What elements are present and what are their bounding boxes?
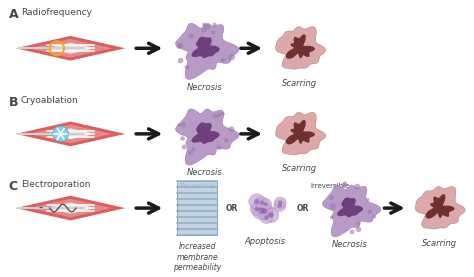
- Text: Increased
membrane
permeability: Increased membrane permeability: [173, 242, 221, 272]
- Circle shape: [258, 207, 265, 214]
- Text: Scarring: Scarring: [422, 238, 457, 248]
- Text: –: –: [38, 204, 43, 212]
- Circle shape: [343, 181, 347, 185]
- Circle shape: [268, 212, 273, 218]
- Circle shape: [216, 113, 221, 117]
- Circle shape: [355, 184, 360, 189]
- Polygon shape: [275, 112, 326, 155]
- Polygon shape: [286, 34, 315, 59]
- Circle shape: [255, 207, 259, 211]
- Circle shape: [263, 207, 279, 223]
- Polygon shape: [16, 122, 125, 146]
- Text: A: A: [9, 8, 18, 21]
- Circle shape: [373, 215, 376, 218]
- Text: Radiofrequency: Radiofrequency: [21, 8, 91, 17]
- Circle shape: [329, 203, 337, 209]
- Circle shape: [182, 145, 187, 150]
- Polygon shape: [275, 27, 326, 69]
- Circle shape: [220, 58, 225, 62]
- Text: Necrosis: Necrosis: [187, 83, 223, 91]
- Polygon shape: [191, 122, 219, 144]
- Text: Apoptosis: Apoptosis: [245, 237, 285, 246]
- Polygon shape: [16, 36, 125, 61]
- Circle shape: [256, 197, 268, 209]
- Polygon shape: [16, 196, 125, 220]
- Circle shape: [365, 198, 369, 202]
- Polygon shape: [286, 120, 315, 144]
- Circle shape: [341, 183, 346, 188]
- Circle shape: [184, 65, 189, 70]
- Circle shape: [249, 194, 265, 209]
- Circle shape: [228, 126, 234, 132]
- Text: Cryoablation: Cryoablation: [21, 96, 78, 105]
- Circle shape: [273, 200, 286, 211]
- Circle shape: [181, 122, 186, 127]
- Polygon shape: [175, 109, 239, 165]
- Text: OR: OR: [226, 204, 238, 212]
- Circle shape: [260, 211, 273, 224]
- Polygon shape: [29, 125, 111, 143]
- Circle shape: [188, 33, 194, 39]
- Circle shape: [217, 145, 221, 150]
- Polygon shape: [426, 194, 455, 219]
- Circle shape: [278, 201, 283, 205]
- Circle shape: [228, 54, 235, 60]
- Circle shape: [250, 203, 263, 215]
- Circle shape: [202, 23, 206, 26]
- Text: Electroporation: Electroporation: [21, 179, 90, 189]
- Text: OR: OR: [297, 204, 309, 212]
- Polygon shape: [415, 186, 465, 229]
- Polygon shape: [191, 37, 219, 58]
- Circle shape: [192, 147, 196, 151]
- Circle shape: [212, 23, 217, 27]
- Text: Necrosis: Necrosis: [332, 240, 367, 249]
- Circle shape: [256, 203, 273, 219]
- Circle shape: [188, 150, 193, 155]
- Circle shape: [211, 31, 215, 34]
- Circle shape: [356, 222, 360, 225]
- Circle shape: [260, 201, 264, 205]
- Text: Irreversible: Irreversible: [310, 183, 349, 189]
- Circle shape: [262, 208, 267, 214]
- Circle shape: [178, 58, 183, 63]
- Polygon shape: [175, 23, 239, 79]
- Circle shape: [204, 24, 210, 30]
- Polygon shape: [46, 202, 95, 214]
- Text: Scarring: Scarring: [282, 164, 318, 173]
- Polygon shape: [46, 128, 95, 139]
- Circle shape: [180, 136, 185, 141]
- Circle shape: [178, 42, 183, 48]
- Circle shape: [254, 199, 260, 204]
- Circle shape: [278, 204, 282, 208]
- Circle shape: [264, 202, 268, 206]
- Text: Reversible: Reversible: [179, 183, 215, 189]
- Circle shape: [252, 202, 271, 220]
- Circle shape: [330, 216, 334, 219]
- FancyBboxPatch shape: [177, 181, 217, 235]
- Circle shape: [53, 127, 68, 141]
- Text: Necrosis: Necrosis: [187, 168, 223, 177]
- Polygon shape: [29, 39, 111, 58]
- Circle shape: [367, 209, 372, 214]
- Circle shape: [329, 196, 334, 200]
- Circle shape: [202, 28, 207, 32]
- Circle shape: [176, 44, 181, 49]
- Circle shape: [224, 138, 228, 142]
- Text: C: C: [9, 179, 18, 193]
- Text: Scarring: Scarring: [282, 79, 318, 88]
- Circle shape: [356, 227, 361, 232]
- Circle shape: [178, 123, 181, 127]
- Circle shape: [264, 215, 269, 219]
- Polygon shape: [46, 43, 95, 54]
- Circle shape: [212, 114, 217, 119]
- Circle shape: [349, 229, 355, 234]
- Circle shape: [221, 112, 225, 116]
- Polygon shape: [322, 185, 381, 237]
- Polygon shape: [337, 198, 363, 217]
- Circle shape: [274, 197, 286, 208]
- Circle shape: [260, 199, 272, 210]
- Text: B: B: [9, 96, 18, 109]
- Polygon shape: [29, 199, 111, 217]
